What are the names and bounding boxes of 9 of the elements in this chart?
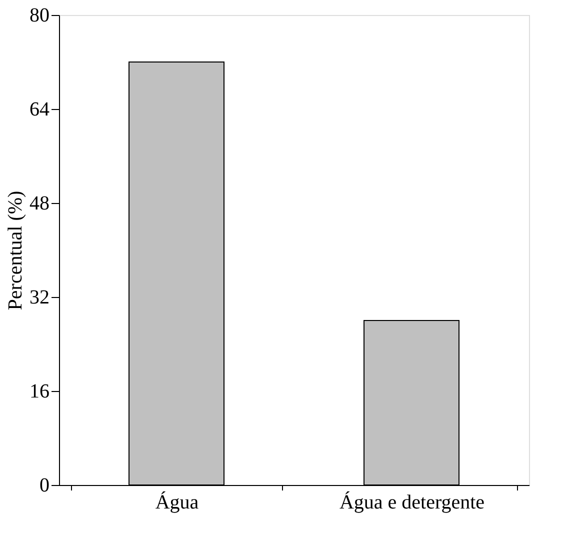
y-axis-title: Percentual (%) [4, 190, 26, 310]
y-tick-label: 64 [30, 98, 50, 120]
x-tick-label: Água [155, 490, 199, 514]
y-tick-label: 48 [30, 192, 50, 214]
y-tick-label: 32 [30, 286, 50, 308]
y-tick-label: 80 [30, 4, 50, 26]
x-tick-label: Água e detergente [339, 490, 485, 514]
y-tick-label: 16 [30, 380, 50, 402]
y-tick-label: 0 [40, 474, 50, 496]
